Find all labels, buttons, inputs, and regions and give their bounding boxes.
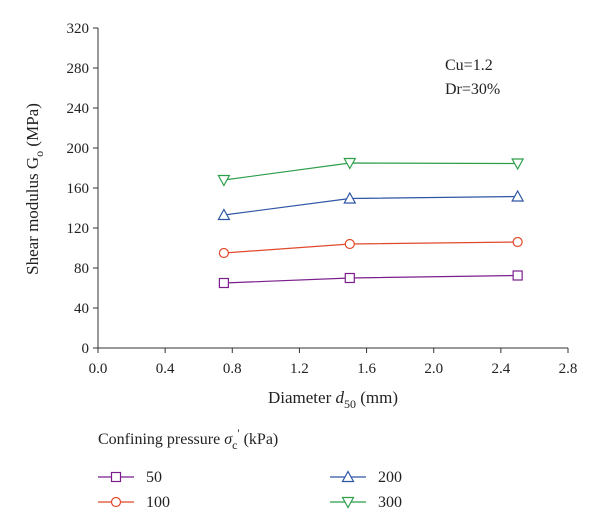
series-100 xyxy=(218,236,523,259)
legend-item-300: 300 xyxy=(330,494,402,511)
legend-item-100: 100 xyxy=(98,494,170,511)
annotation-dr: Dr=30% xyxy=(445,81,500,98)
x-tick-label: 0.0 xyxy=(89,361,108,377)
y-tick-label: 280 xyxy=(67,61,90,77)
legend-label: 200 xyxy=(378,469,402,486)
x-tick-label: 1.6 xyxy=(357,361,376,377)
x-tick-label: 0.4 xyxy=(156,361,175,377)
series-line-50 xyxy=(223,274,518,284)
x-tick-label: 0.8 xyxy=(223,361,242,377)
y-tick-label: 0 xyxy=(82,341,90,357)
y-tick-label: 160 xyxy=(67,181,90,197)
y-tick-label: 40 xyxy=(74,301,89,317)
x-tick-label: 2.0 xyxy=(424,361,443,377)
data-point-100 xyxy=(218,247,229,259)
series-300 xyxy=(217,157,525,187)
y-tick-label: 240 xyxy=(67,101,90,117)
axes xyxy=(97,28,568,349)
data-point-100 xyxy=(344,238,355,250)
x-tick-label: 2.4 xyxy=(491,361,510,377)
data-point-300 xyxy=(343,157,357,170)
y-axis-label: Shear modulus Go (MPa) xyxy=(23,103,46,275)
x-tick-label: 1.2 xyxy=(290,361,309,377)
series-50 xyxy=(218,270,523,289)
series-200 xyxy=(217,189,525,221)
annotation-cu: Cu=1.2 xyxy=(445,57,493,74)
y-ticks: 0 40 80 120 160 200 240 280 320 xyxy=(67,21,98,357)
legend-item-50: 50 xyxy=(98,469,162,486)
legend: 50 100 200 300 xyxy=(98,469,402,511)
series-line-300 xyxy=(223,162,518,181)
y-tick-label: 320 xyxy=(67,21,90,37)
x-axis-label: Diameter d50 (mm) xyxy=(268,388,398,411)
y-tick-label: 80 xyxy=(74,261,89,277)
x-tick-label: 2.8 xyxy=(559,361,578,377)
legend-label: 300 xyxy=(378,494,402,511)
data-point-50 xyxy=(344,272,355,284)
data-point-200 xyxy=(511,189,525,202)
data-point-100 xyxy=(512,236,523,248)
legend-item-200: 200 xyxy=(330,469,402,486)
series-layer xyxy=(217,157,525,289)
legend-label: 50 xyxy=(146,469,162,486)
y-tick-label: 120 xyxy=(67,221,90,237)
data-point-50 xyxy=(512,270,523,281)
legend-label: 100 xyxy=(146,494,170,511)
legend-title: Confining pressure σc' (kPa) xyxy=(98,426,278,452)
data-point-300 xyxy=(511,158,525,171)
data-point-50 xyxy=(218,277,229,289)
legend-marker xyxy=(341,470,355,483)
data-point-300 xyxy=(217,174,231,187)
legend-marker xyxy=(110,496,122,508)
series-line-100 xyxy=(223,241,518,254)
y-tick-label: 200 xyxy=(67,141,90,157)
data-point-200 xyxy=(343,191,357,204)
data-point-200 xyxy=(217,208,231,221)
x-ticks: 0.0 0.4 0.8 1.2 1.6 2.0 2.4 2.8 xyxy=(89,348,578,377)
series-line-200 xyxy=(223,195,518,216)
legend-marker xyxy=(341,496,355,509)
legend-marker xyxy=(110,471,122,483)
